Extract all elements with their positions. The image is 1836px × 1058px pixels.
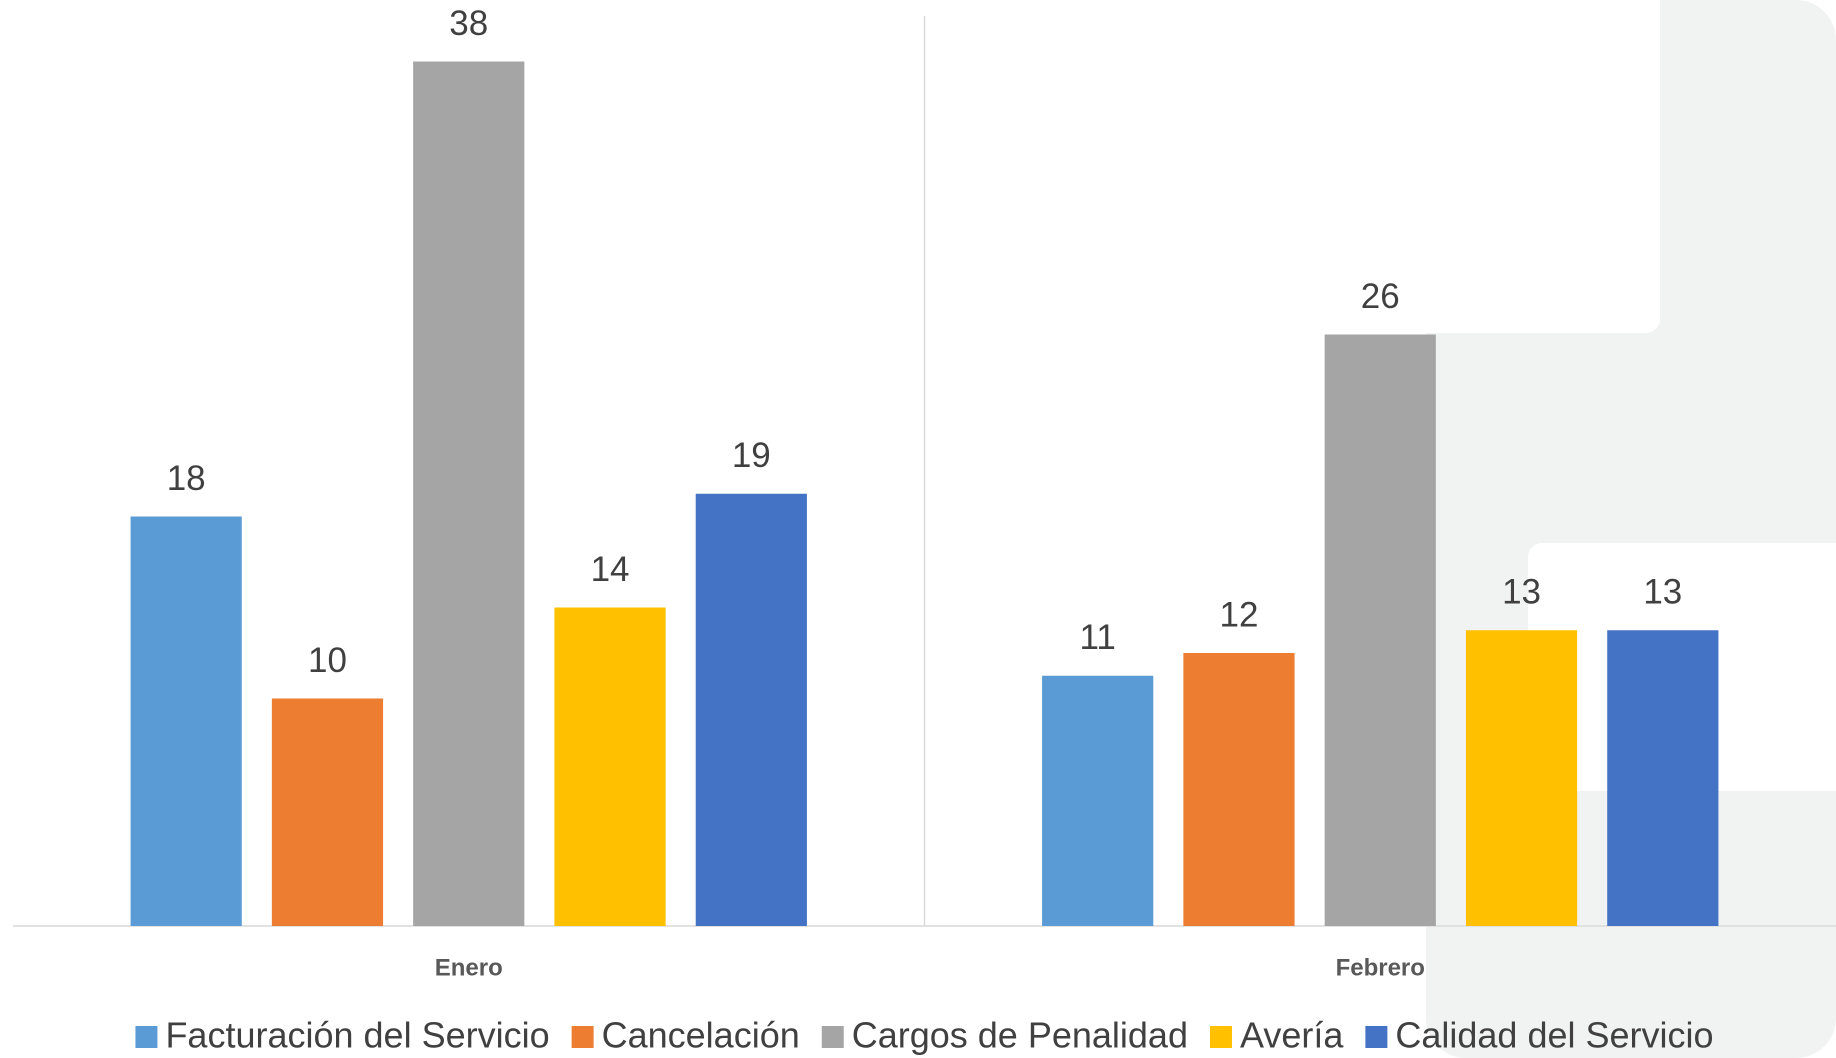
legend-label: Facturación del Servicio <box>165 1015 549 1056</box>
bar <box>554 607 666 926</box>
bar <box>130 516 242 926</box>
data-label: 13 <box>1502 573 1541 612</box>
x-tick-label: Febrero <box>1336 954 1425 981</box>
bar <box>271 698 384 926</box>
legend-swatch <box>135 1026 158 1048</box>
bar <box>1324 334 1436 926</box>
bar <box>413 61 525 926</box>
data-label: 10 <box>308 641 347 680</box>
legend-swatch <box>1209 1026 1232 1048</box>
data-label: 14 <box>591 550 630 589</box>
legend-swatch <box>571 1026 594 1048</box>
data-label: 13 <box>1643 573 1682 612</box>
data-label: 12 <box>1219 595 1258 634</box>
legend-label: Calidad del Servicio <box>1395 1015 1713 1056</box>
legend-label: Cancelación <box>602 1015 800 1056</box>
data-label: 19 <box>732 436 771 475</box>
data-label: 18 <box>167 459 206 498</box>
x-tick-label: Enero <box>435 954 503 981</box>
bar <box>1042 675 1154 926</box>
data-label: 26 <box>1361 277 1400 316</box>
data-label: 11 <box>1080 618 1116 657</box>
legend-swatch <box>821 1026 844 1048</box>
data-label: 38 <box>449 4 488 43</box>
legend-label: Cargos de Penalidad <box>852 1015 1188 1056</box>
legend-swatch <box>1365 1026 1388 1048</box>
bar <box>1465 630 1578 926</box>
bar <box>1607 630 1719 926</box>
legend-label: Avería <box>1240 1015 1344 1056</box>
bar <box>695 493 807 926</box>
bar <box>1183 653 1295 926</box>
